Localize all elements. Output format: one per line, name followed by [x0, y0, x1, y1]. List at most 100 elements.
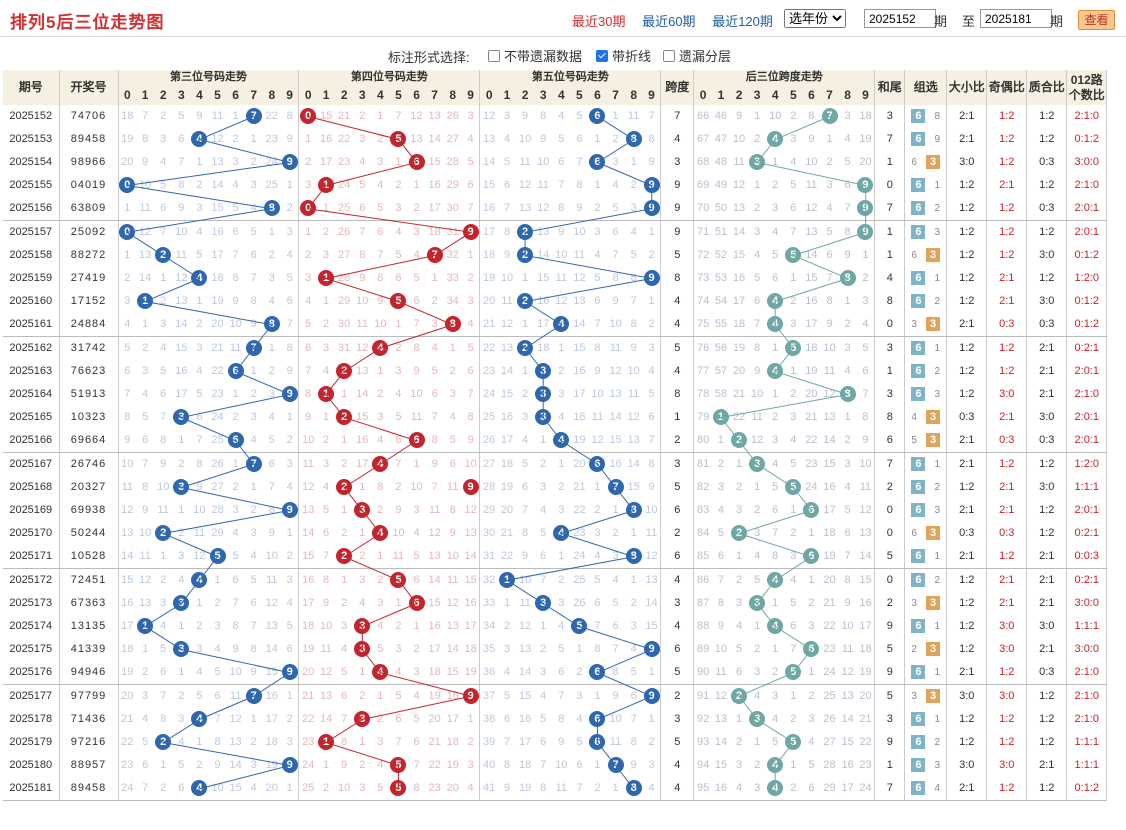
miss-cell: 3: [323, 458, 330, 470]
miss-cell: 6: [503, 179, 511, 191]
link-recent-60[interactable]: 最近60期: [642, 14, 696, 29]
miss-cell: 7: [245, 685, 263, 709]
miss-cell: 5: [389, 128, 407, 151]
miss-cell: 7: [232, 597, 239, 609]
span-miss-cell: 2: [790, 295, 797, 307]
link-recent-30[interactable]: 最近30期: [572, 14, 626, 29]
miss-cell: 12: [555, 295, 568, 307]
span-miss-cell: 1: [844, 295, 851, 307]
miss-cell: 13: [483, 133, 496, 145]
checkbox[interactable]: [663, 49, 675, 62]
span-miss-cell: 2: [730, 685, 748, 709]
miss-cell: 13: [642, 568, 662, 592]
digit-header: 5: [389, 85, 408, 105]
miss-cell: 2: [335, 406, 353, 429]
ratio-cell-lu: 0:1:2: [1066, 244, 1108, 267]
span-miss-cell: 10: [714, 643, 728, 655]
draw-cell: 76623: [59, 360, 119, 383]
digit-header: 0: [298, 85, 318, 105]
span-cell: 5: [660, 731, 695, 754]
zuxuan-other: 1: [934, 621, 941, 632]
hit-ball: 2: [155, 247, 172, 263]
ratio-cell-jo: 1:2: [986, 197, 1028, 221]
miss-cell: 6: [576, 133, 583, 145]
miss-cell: 6: [280, 290, 300, 313]
miss-cell: 5: [395, 249, 402, 261]
span-miss-cell: 23: [805, 458, 818, 470]
miss-cell: 6: [226, 429, 245, 453]
trend-table-wrap: 期号 开奖号 第三位号码走势 第四位号码走势 第五位号码走势 跨度 后三位跨度走势 和尾 组选大…: [3, 70, 1108, 801]
miss-cell: 3: [280, 220, 300, 244]
span-miss-cell: 19: [820, 545, 839, 569]
year-select[interactable]: 选年份: [784, 9, 846, 28]
miss-cell: 11: [573, 249, 586, 261]
miss-cell: 19: [302, 643, 315, 655]
option-layers[interactable]: 遗漏分层: [663, 46, 731, 65]
span-miss-cell: 4: [790, 574, 797, 586]
miss-cell: 14: [265, 643, 278, 655]
span-miss-cell: 5: [790, 597, 797, 609]
table-row: 2025158 88272 1 13 2 11 5 17 7 6 2 4 2 3 27 8 7 5 4 7 32 1 18 9…: [3, 244, 1108, 267]
option-lines[interactable]: 带折线: [596, 46, 651, 65]
zuxuan-other: 8: [934, 111, 941, 122]
checkbox-checked[interactable]: [596, 49, 608, 62]
miss-cell: 1: [449, 342, 456, 354]
miss-cell: 21: [573, 481, 586, 493]
zuxuan-other: 1: [934, 551, 941, 562]
miss-cell: 3: [172, 476, 190, 499]
ratio-cell-jo: 1:2: [986, 128, 1028, 151]
to-period-input[interactable]: [980, 9, 1052, 28]
span-miss-cell: 5: [790, 458, 797, 470]
miss-cell: 5: [298, 313, 318, 337]
span-miss-cell: 16: [841, 759, 854, 771]
table-row: 2025153 89458 19 8 3 6 4 12 2 1 23 9 1 16 22 3 2 5 13 14 27 4…: [3, 128, 1108, 151]
view-button[interactable]: 查看: [1078, 10, 1115, 30]
miss-cell: 9: [377, 295, 384, 307]
miss-cell: 8: [461, 406, 481, 429]
miss-cell: 1: [558, 458, 565, 470]
ratio-cell-lu: 0:1:2: [1066, 777, 1108, 801]
ratio-cell-dx: 1:2: [946, 267, 988, 290]
span-miss-cell: 22: [802, 429, 821, 453]
option-no-miss[interactable]: 不带遗漏数据: [488, 46, 582, 65]
digit-header: 7: [244, 85, 263, 105]
link-recent-120[interactable]: 最近120期: [712, 14, 773, 29]
zuxuan-other: 2: [934, 482, 941, 493]
span-miss-cell: 89: [696, 643, 710, 655]
ratio-cell-dx: 3:0: [946, 684, 988, 708]
miss-cell: 11: [627, 388, 640, 400]
hewei-cell: 7: [874, 777, 906, 801]
hewei-cell: 9: [874, 615, 906, 638]
miss-cell: 7: [558, 179, 565, 191]
miss-cell: 1: [594, 759, 601, 771]
miss-cell: 23: [483, 365, 496, 377]
miss-cell: 6: [136, 429, 155, 453]
span-miss-cell: 24: [805, 481, 818, 493]
miss-cell: 4: [558, 110, 565, 122]
miss-cell: 6: [124, 365, 131, 377]
miss-cell: 1: [280, 522, 300, 545]
span-miss-cell: 1: [754, 179, 761, 191]
span-miss-cell: 8: [766, 545, 785, 569]
miss-cell: 13: [211, 156, 224, 168]
miss-cell: 2: [461, 731, 481, 754]
period-cell: 2025181: [3, 777, 60, 801]
miss-cell: 11: [591, 411, 604, 423]
miss-cell: 29: [446, 179, 459, 191]
miss-cell: 6: [232, 226, 239, 238]
miss-cell: 3: [540, 481, 547, 493]
ratio-cell-jo: 1:2: [986, 708, 1028, 731]
from-period-input[interactable]: [864, 9, 936, 28]
checkbox[interactable]: [488, 49, 500, 62]
ratio-cell-jo: 1:2: [986, 452, 1028, 476]
draw-cell: 24884: [59, 313, 119, 337]
span-miss-cell: 3: [748, 661, 767, 685]
period-cell: 2025166: [3, 429, 60, 453]
miss-cell: 18: [211, 272, 224, 284]
miss-cell: 1: [341, 574, 348, 586]
hit-ball: 8: [625, 548, 642, 564]
span-miss-cell: 21: [732, 388, 746, 400]
span-miss-cell: 1: [856, 244, 876, 267]
ratio-cell-dx: 2:1: [946, 545, 988, 569]
